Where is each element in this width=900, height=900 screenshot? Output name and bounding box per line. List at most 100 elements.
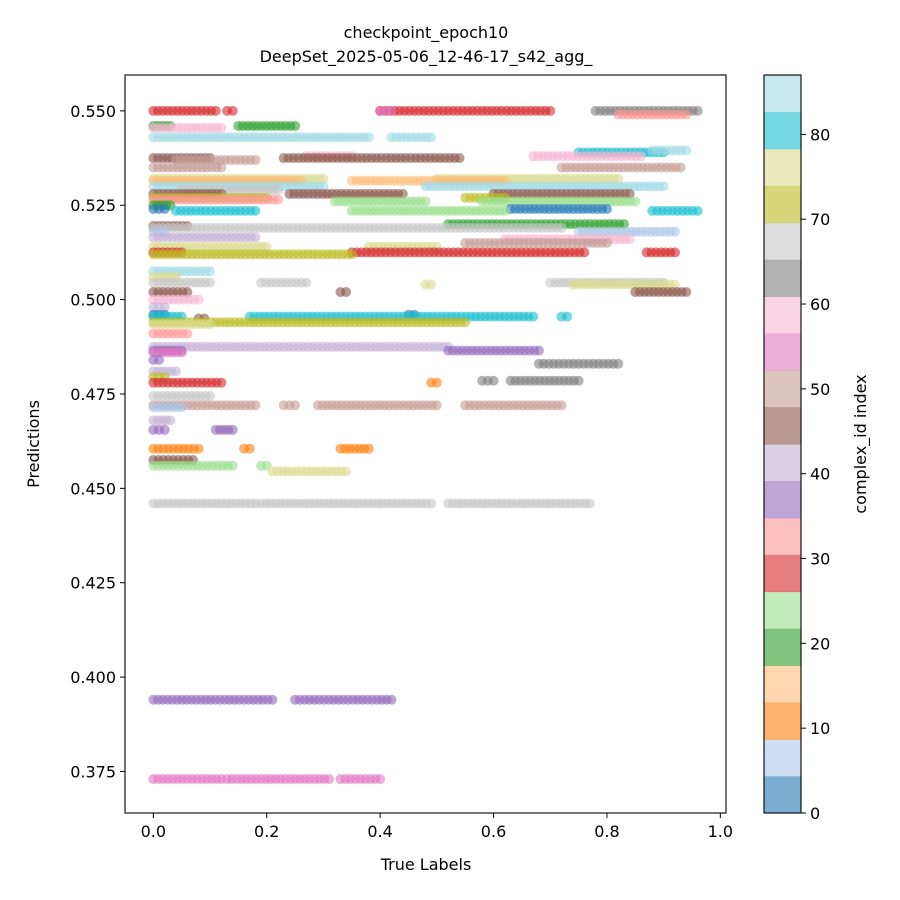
chart-title-line-2: DeepSet_2025-05-06_12-46-17_s42_agg_ [260,47,594,67]
data-point [426,498,437,509]
x-tick-label: 1.0 [708,822,733,841]
data-point [250,232,261,243]
colorbar-segment [764,628,801,666]
x-tick-label: 0.4 [367,822,392,841]
data-point [176,402,187,413]
data-point [210,105,221,116]
x-axis-label: True Labels [380,855,472,874]
data-point [159,204,170,215]
colorbar-tick-label: 40 [810,465,830,484]
data-point [205,277,216,288]
colorbar-segment [764,702,801,740]
data-point [460,317,471,328]
data-point [244,443,255,454]
colorbar-tick-label: 50 [810,380,830,399]
x-tick-label: 0.0 [141,822,166,841]
data-point [431,400,442,411]
data-point [341,287,352,298]
data-point [267,694,278,705]
data-point [261,241,272,252]
colorbar-tick-label: 30 [810,550,830,569]
colorbar-segment [764,222,801,260]
colorbar-segment [764,111,801,150]
colorbar-tick-label: 20 [810,634,830,653]
data-point [182,328,193,339]
y-tick-label: 0.450 [70,479,116,498]
data-point [154,355,165,366]
data-point [176,347,187,358]
data-point [165,415,176,426]
data-point [205,319,216,330]
data-point [528,311,539,322]
data-point [584,498,595,509]
data-point [635,151,646,162]
colorbar-segment [764,480,801,519]
data-point [290,400,301,411]
data-point [533,345,544,356]
data-point [159,424,170,435]
y-tick-label: 0.375 [70,762,116,781]
data-point [426,279,437,290]
data-point [386,105,397,116]
data-point [346,249,357,260]
data-point [675,162,686,173]
colorbar-segment [764,407,801,445]
data-point [250,154,261,165]
colorbar-tick-label: 80 [810,125,830,144]
data-point [227,460,238,471]
y-tick-label: 0.400 [70,668,116,687]
y-tick-label: 0.500 [70,291,116,310]
y-axis: 0.375 0.400 0.425 0.450 0.475 0.500 0.525 0.550 [70,102,125,781]
data-point [681,109,692,120]
colorbar: 0 10 20 30 40 50 60 70 80 [763,74,830,823]
colorbar-frame [763,74,802,814]
data-point [618,219,629,230]
colorbar-segment [764,554,801,593]
data-point [420,196,431,207]
colorbar-segment [764,517,801,556]
data-point [227,105,238,116]
colorbar-segment [764,776,801,814]
data-point [545,105,556,116]
data-point [669,247,680,258]
data-point [624,188,635,199]
data-point [216,122,227,133]
colorbar-segment [764,148,801,187]
data-point [205,266,216,277]
chart-title-line-1: checkpoint_epoch10 [344,23,509,43]
data-point [205,390,216,401]
data-point [216,162,227,173]
colorbar-tick-label: 60 [810,295,830,314]
data-point [431,377,442,388]
data-point [658,181,669,192]
data-point [324,774,335,785]
data-point [624,234,635,245]
data-point [341,466,352,477]
colorbar-segment [764,259,801,297]
data-point [363,132,374,143]
data-point [227,424,238,435]
data-point [630,196,641,207]
data-point [318,181,329,192]
data-point [601,237,612,248]
data-point [556,400,567,411]
plot-frame [124,74,727,814]
data-point [397,188,408,199]
data-point [692,105,703,116]
data-point [601,204,612,215]
colorbar-tick-label: 10 [810,719,830,738]
colorbar-segment [764,370,801,408]
colorbar-segment [764,591,801,629]
data-point [681,145,692,156]
data-point [159,302,170,313]
data-point [426,132,437,143]
data-point [171,366,182,377]
data-point [290,120,301,131]
data-point [681,287,692,298]
data-point [613,358,624,369]
data-point [216,377,227,388]
colorbar-segment [764,444,801,482]
colorbar-label: complex_id index [851,374,871,513]
data-point [375,774,386,785]
